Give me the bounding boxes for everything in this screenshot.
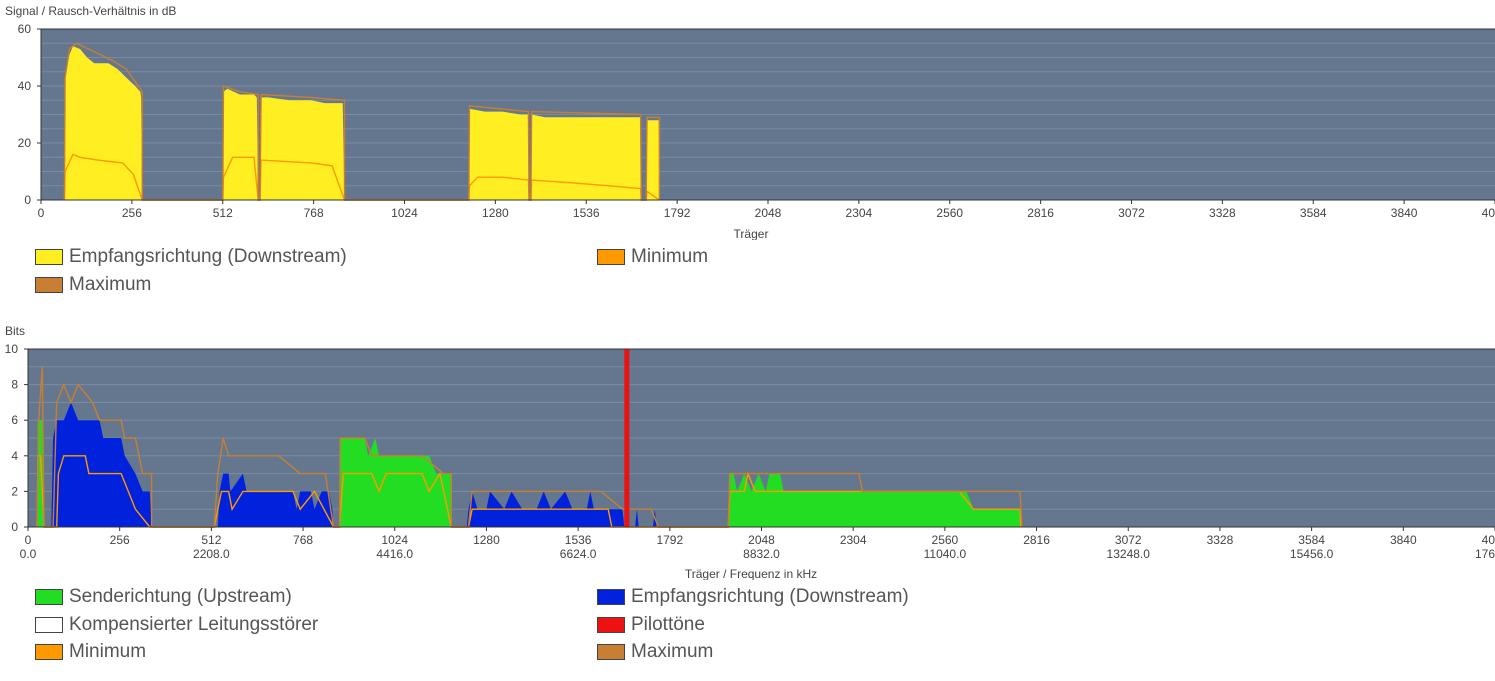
snr-legend-label: Maximum — [69, 274, 152, 295]
bits-x-tick-label: 3072 — [1115, 533, 1142, 547]
snr-x-tick-label: 512 — [213, 206, 233, 220]
snr-x-tick-label: 40 — [1482, 206, 1495, 220]
bits-x-tick-label: 40 — [1482, 533, 1495, 547]
snr-x-tick-label: 256 — [122, 206, 142, 220]
bits-chart-xlabel: Träger / Frequenz in kHz — [685, 567, 817, 580]
bits-legend-swatch — [35, 644, 63, 660]
bits-freq-tick-label: 4416.0 — [376, 547, 413, 561]
bits-x-tick-label: 768 — [293, 533, 313, 547]
bits-y-tick-label: 2 — [11, 484, 18, 498]
snr-series-minimum — [63, 153, 660, 201]
snr-chart-xlabel: Träger — [734, 227, 769, 240]
snr-y-tick-label: 60 — [18, 22, 32, 36]
snr-x-tick-label: 2816 — [1027, 206, 1054, 220]
bits-x-tick-label: 2816 — [1023, 533, 1050, 547]
snr-x-tick-label: 1792 — [664, 206, 691, 220]
snr-x-tick-label: 1280 — [482, 206, 509, 220]
bits-legend-swatch — [35, 616, 63, 633]
bits-x-tick-label: 3584 — [1298, 533, 1325, 547]
bits-freq-tick-label: 176 — [1475, 547, 1495, 561]
snr-chart-ylabel: Signal / Rausch-Verhältnis in dB — [5, 4, 176, 18]
snr-series-empfangsrichtung-downstream — [64, 46, 660, 200]
bits-legend-label: Kompensierter Leitungsstörer — [69, 613, 319, 635]
bits-chart-ylabel: Bits — [5, 324, 25, 338]
bits-legend-swatch — [35, 589, 63, 605]
bits-pilot-tone — [624, 349, 630, 527]
bits-legend-item[interactable]: Minimum — [35, 641, 146, 663]
bits-legend: Senderichtung (Upstream) Empfangsrichtung… — [0, 586, 1495, 670]
snr-x-tick-label: 3584 — [1300, 206, 1327, 220]
bits-freq-tick-label: 15456.0 — [1290, 547, 1334, 561]
snr-x-tick-label: 0 — [38, 206, 45, 220]
bits-freq-tick-label: 8832.0 — [743, 547, 780, 561]
snr-y-tick-label: 20 — [18, 136, 32, 150]
bits-x-tick-label: 1536 — [565, 533, 592, 547]
bits-x-tick-label: 3840 — [1390, 533, 1417, 547]
snr-legend: Empfangsrichtung (Downstream) Minimum Maxi… — [0, 246, 1495, 300]
snr-chart: Signal / Rausch-Verhältnis in dB 0 20 40 60… — [5, 4, 1495, 240]
bits-freq-tick-label: 6624.0 — [560, 547, 597, 561]
bits-x-tick-label: 3328 — [1207, 533, 1234, 547]
snr-legend-swatch — [597, 249, 625, 265]
snr-legend-item[interactable]: Maximum — [35, 274, 151, 296]
bits-legend-item[interactable]: Pilottöne — [597, 614, 705, 636]
bits-series-empfangsrichtung-downstream — [51, 402, 657, 527]
snr-y-tick-label: 0 — [24, 193, 31, 207]
bits-legend-swatch — [597, 589, 625, 605]
bits-y-tick-label: 10 — [5, 342, 19, 356]
bits-x-tick-label: 256 — [110, 533, 130, 547]
bits-x-tick-label: 1792 — [656, 533, 683, 547]
snr-x-tick-label: 3840 — [1391, 206, 1418, 220]
bits-y-tick-label: 0 — [11, 520, 18, 534]
snr-x-tick-label: 2048 — [755, 206, 782, 220]
bits-freq-tick-label: 0.0 — [20, 547, 37, 561]
bits-legend-swatch — [597, 616, 625, 633]
bits-x-tick-label: 512 — [201, 533, 221, 547]
snr-legend-swatch — [35, 249, 63, 265]
snr-x-tick-label: 1536 — [573, 206, 600, 220]
bits-legend-label: Maximum — [631, 641, 714, 662]
snr-y-tick-label: 40 — [18, 79, 32, 93]
snr-x-tick-label: 2304 — [846, 206, 873, 220]
snr-x-tick-label: 2560 — [936, 206, 963, 220]
bits-freq-tick-label: 2208.0 — [193, 547, 230, 561]
bits-legend-item[interactable]: Empfangsrichtung (Downstream) — [597, 586, 909, 608]
bits-freq-tick-label: 11040.0 — [924, 547, 967, 561]
snr-series-maximum — [63, 42, 661, 201]
bits-x-tick-label: 2048 — [748, 533, 775, 547]
bits-x-tick-label: 2560 — [932, 533, 959, 547]
bits-x-tick-label: 1024 — [381, 533, 408, 547]
bits-x-tick-label: 0 — [25, 533, 32, 547]
bits-legend-item[interactable]: Maximum — [597, 641, 713, 663]
bits-legend-item[interactable]: Kompensierter Leitungsstörer — [35, 614, 318, 636]
bits-y-tick-label: 4 — [11, 449, 18, 463]
snr-x-tick-label: 1024 — [391, 206, 418, 220]
bits-x-tick-label: 1280 — [473, 533, 500, 547]
snr-x-tick-label: 3072 — [1118, 206, 1145, 220]
bits-legend-swatch — [597, 644, 625, 660]
snr-legend-label: Empfangsrichtung (Downstream) — [69, 246, 347, 267]
bits-legend-label: Empfangsrichtung (Downstream) — [631, 586, 909, 607]
snr-x-tick-label: 3328 — [1209, 206, 1236, 220]
bits-series-senderichtung-upstream — [37, 420, 1021, 527]
bits-series-maximum — [36, 366, 1023, 528]
bits-legend-label: Pilottöne — [631, 613, 705, 635]
bits-legend-label: Minimum — [69, 641, 147, 662]
bits-legend-label: Senderichtung (Upstream) — [69, 586, 292, 607]
bits-y-tick-label: 6 — [11, 413, 18, 427]
bits-y-tick-label: 8 — [11, 378, 18, 392]
bits-x-tick-label: 2304 — [840, 533, 867, 547]
snr-legend-item[interactable]: Minimum — [597, 246, 708, 268]
bits-legend-item[interactable]: Senderichtung (Upstream) — [35, 586, 292, 608]
snr-legend-label: Minimum — [631, 246, 709, 267]
bits-freq-tick-label: 13248.0 — [1107, 547, 1151, 561]
snr-legend-item[interactable]: Empfangsrichtung (Downstream) — [35, 246, 347, 268]
snr-legend-swatch — [35, 277, 63, 293]
bits-chart: Bits 0 2 4 6 8 10 0 256 512 768 1024 1280 1536 1792 20… — [5, 324, 1495, 580]
snr-x-tick-label: 768 — [304, 206, 324, 220]
